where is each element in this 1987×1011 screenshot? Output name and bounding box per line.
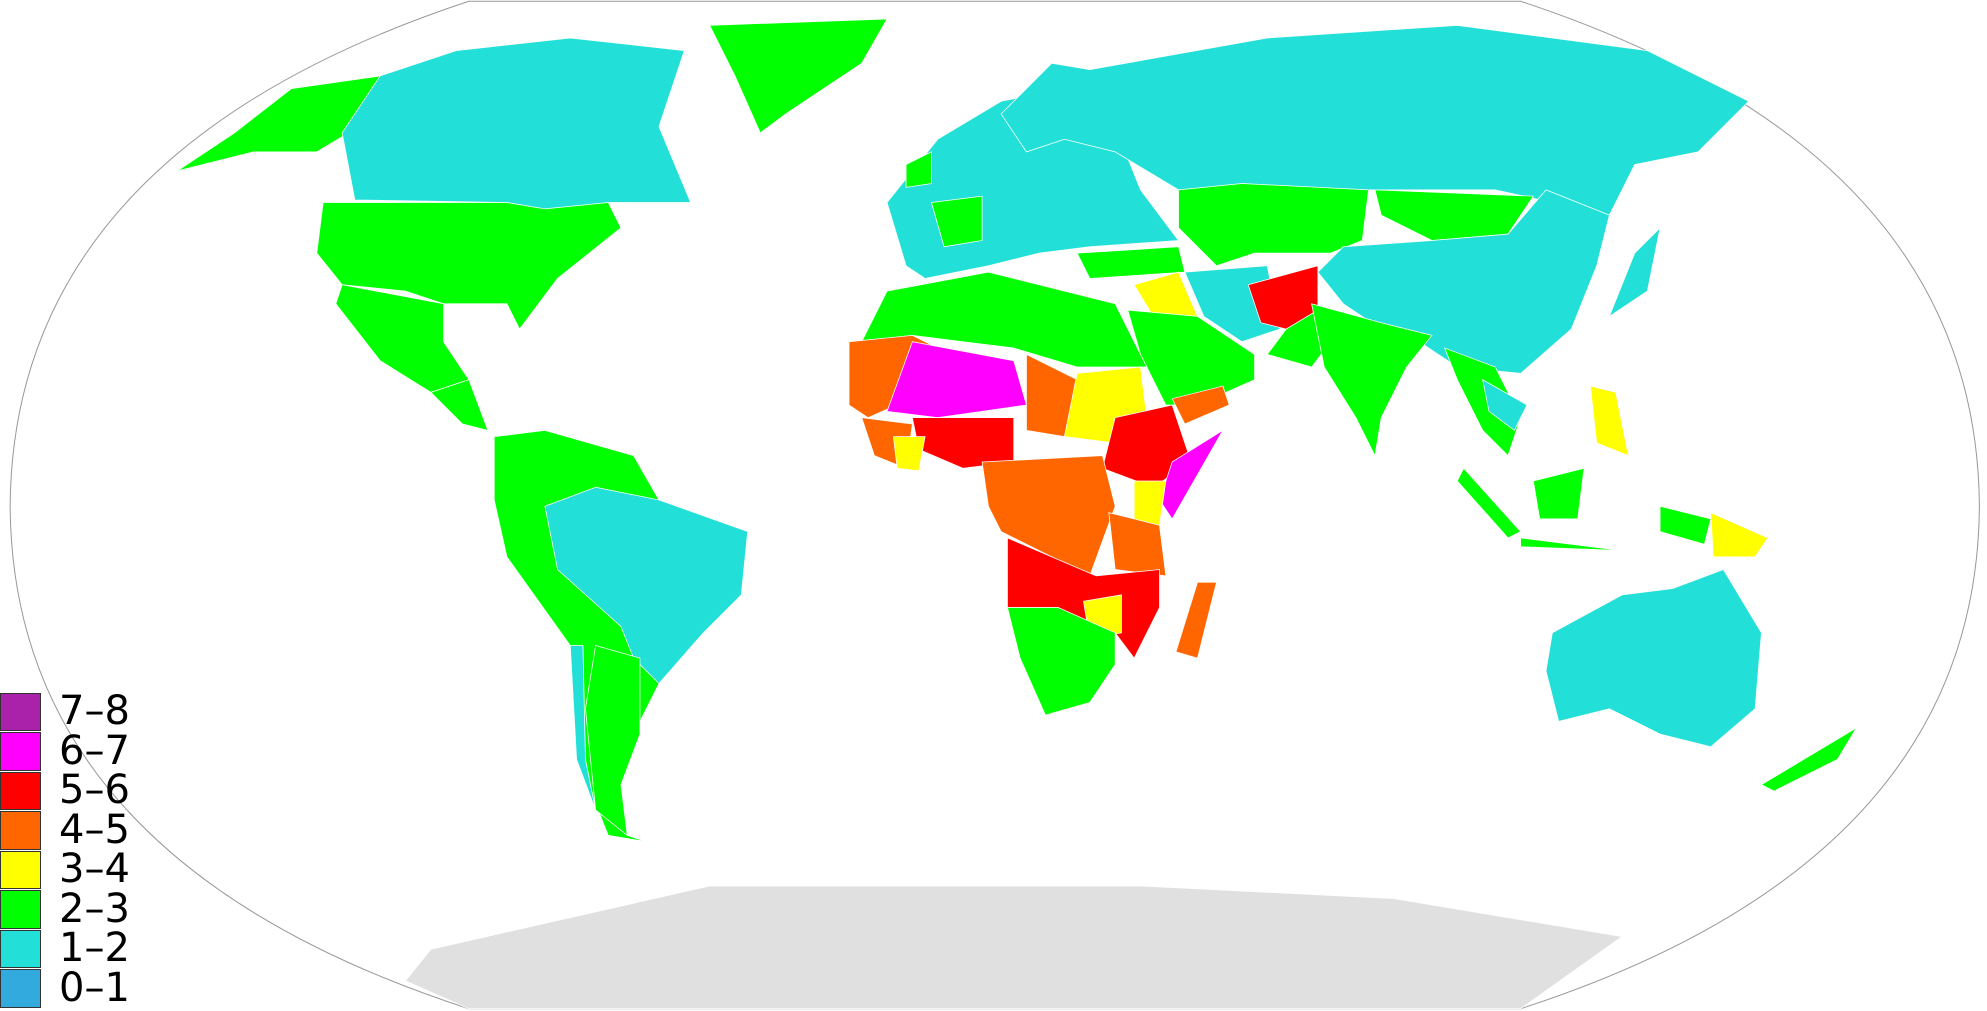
region-australia [1545, 569, 1762, 748]
legend-swatch [0, 692, 41, 731]
legend-swatch [0, 771, 41, 810]
region-ghana [892, 436, 926, 472]
region-yemen [1171, 385, 1230, 425]
legend-label: 1–2 [59, 925, 130, 972]
region-philippines [1589, 385, 1629, 457]
legend-label: 4–5 [59, 806, 130, 853]
legend-swatch [0, 969, 41, 1008]
region-southern-africa [1006, 607, 1116, 716]
region-russia [1000, 24, 1750, 216]
legend-item: 2–3 [0, 885, 130, 932]
legend-item: 0–1 [0, 964, 130, 1011]
region-greenland [709, 18, 888, 134]
legend-label: 3–4 [59, 846, 130, 893]
legend-swatch [0, 929, 41, 968]
legend-label: 5–6 [59, 767, 130, 814]
region-new-zealand [1760, 727, 1857, 792]
legend-swatch [0, 732, 41, 771]
region-alaska [177, 75, 381, 172]
region-indonesia [1456, 467, 1623, 551]
region-thailand-vietnam [1482, 378, 1528, 431]
region-tanzania [1108, 512, 1167, 577]
legend-label: 0–1 [59, 964, 130, 1011]
legend-item: 7–8 [0, 688, 130, 735]
region-antarctica [404, 885, 1624, 1010]
legend-swatch [0, 850, 41, 889]
legend-swatch [0, 890, 41, 929]
region-india [1311, 303, 1433, 457]
region-chile [569, 645, 596, 811]
region-canada [341, 37, 692, 216]
region-central-america [430, 379, 489, 431]
region-japan [1608, 226, 1661, 318]
region-argentina [585, 645, 641, 837]
region-france [930, 195, 983, 248]
legend-item: 3–4 [0, 846, 130, 893]
region-papua-new-guinea [1710, 511, 1769, 558]
legend-label: 7–8 [59, 688, 130, 735]
legend-item: 5–6 [0, 767, 130, 814]
legend: 7–8 6–7 5–6 4–5 3–4 2–3 1–2 0–1 [0, 688, 130, 1011]
region-uk [905, 151, 932, 188]
region-southeast-asia [1443, 347, 1522, 457]
legend-swatch [0, 811, 41, 850]
legend-item: 6–7 [0, 727, 130, 774]
legend-label: 6–7 [59, 727, 130, 774]
legend-item: 4–5 [0, 806, 130, 853]
legend-item: 1–2 [0, 925, 130, 972]
region-pakistan [1266, 309, 1332, 368]
legend-label: 2–3 [59, 885, 130, 932]
region-central-asia [1178, 183, 1370, 267]
region-png-west [1659, 505, 1712, 545]
region-brazil [544, 486, 749, 685]
region-madagascar [1175, 581, 1218, 659]
region-mali-niger [886, 341, 1027, 419]
